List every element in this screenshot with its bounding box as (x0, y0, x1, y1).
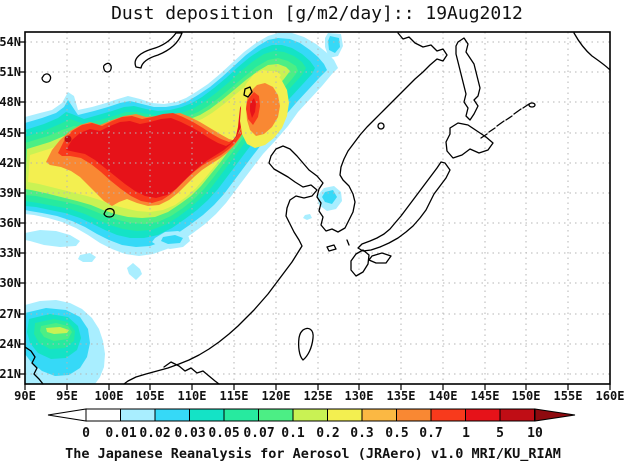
colorbar-segment (223, 408, 259, 422)
colorbar-label: 0.07 (243, 426, 274, 441)
kuril-islands (480, 102, 536, 139)
colorbar-label: 0.02 (139, 426, 170, 441)
patch-96e-30n (78, 253, 96, 262)
colorbar-segment (85, 408, 121, 422)
lon-label: 145E (471, 389, 500, 403)
colorbar-over-arrow (534, 408, 576, 422)
lat-label: 36N (0, 216, 21, 230)
colorbar-labels: 0 0.01 0.02 0.03 0.05 0.07 0.1 0.2 0.3 0… (82, 426, 543, 441)
colorbar-label: 0 (82, 426, 90, 441)
colorbar-segment (361, 408, 397, 422)
patch-yellow-sea-dot (303, 214, 312, 220)
colorbar-label: 10 (527, 426, 543, 441)
lat-label: 24N (0, 337, 21, 351)
latitude-axis-labels: 54N 51N 48N 45N 42N 39N 36N 33N 30N 27N … (0, 35, 21, 381)
colorbar-segment (292, 408, 328, 422)
colorbar-label: 0.2 (316, 426, 339, 441)
patch-127e-53n-core (328, 36, 340, 53)
colorbar-segment (327, 408, 363, 422)
coastline-japan (326, 122, 494, 277)
lat-label: 21N (0, 367, 21, 381)
colorbar-under-arrow (47, 408, 87, 422)
lon-label: 130E (345, 389, 374, 403)
lat-label: 27N (0, 307, 21, 321)
lat-label: 33N (0, 246, 21, 260)
lat-label: 45N (0, 126, 21, 140)
lon-label: 90E (14, 389, 36, 403)
colorbar-label: 0.1 (281, 426, 305, 441)
lat-label: 54N (0, 35, 21, 49)
coastline-taiwan (297, 327, 314, 361)
chart-title: Dust deposition [g/m2/day]:: 19Aug2012 (111, 3, 523, 24)
colorbar-label: 0.05 (208, 426, 239, 441)
colorbar-segment (258, 408, 294, 422)
patch-102e-28n (127, 263, 142, 280)
colorbar-label: 0.03 (174, 426, 205, 441)
colorbar-label: 5 (496, 426, 504, 441)
contour-level-1-deep-red-core (66, 104, 244, 198)
colorbar-segment (499, 408, 535, 422)
lon-label: 150E (512, 389, 541, 403)
sw-patch-0p1-streak (46, 327, 69, 334)
latitude-tick-marks (19, 41, 25, 375)
lon-label: 140E (429, 389, 458, 403)
lat-label: 48N (0, 95, 21, 109)
lon-label: 100E (95, 389, 124, 403)
colorbar: 0 0.01 0.02 0.03 0.05 0.07 0.1 0.2 0.3 0… (47, 408, 576, 441)
colorbar-segment (120, 408, 156, 422)
colorbar-label: 0.7 (419, 426, 442, 441)
colorbar-segment (396, 408, 432, 422)
colorbar-segment (154, 408, 190, 422)
coastline-kamchatka (573, 32, 611, 71)
coastlines (24, 32, 611, 385)
colorbar-segment (189, 408, 225, 422)
coastline-sakhalin (377, 37, 481, 130)
source-caption: The Japanese Reanalysis for Aerosol (JRA… (65, 446, 561, 462)
lon-label: 160E (596, 389, 625, 403)
lon-label: 110E (178, 389, 207, 403)
colorbar-label: 0.5 (385, 426, 408, 441)
longitude-axis-labels: 90E 95E 100E 105E 110E 115E 120E 125E 13… (14, 389, 624, 403)
lon-label: 155E (554, 389, 583, 403)
colorbar-segment (430, 408, 466, 422)
coastline-mainland-asia (123, 32, 448, 385)
patch-107e-33n-core (161, 235, 183, 244)
lon-label: 105E (136, 389, 165, 403)
lon-label: 125E (304, 389, 333, 403)
lat-label: 39N (0, 186, 21, 200)
lon-label: 135E (387, 389, 416, 403)
colorbar-label: 0.01 (105, 426, 136, 441)
colorbar-label: 0.3 (350, 426, 373, 441)
colorbar-segment (465, 408, 501, 422)
lat-label: 42N (0, 156, 21, 170)
longitude-tick-marks (24, 384, 611, 390)
lon-label: 115E (220, 389, 249, 403)
lat-label: 30N (0, 276, 21, 290)
colorbar-label: 1 (462, 426, 470, 441)
lon-label: 120E (262, 389, 291, 403)
lat-label: 51N (0, 65, 21, 79)
lon-label: 95E (56, 389, 78, 403)
patch-west-34n (25, 230, 80, 247)
lakes (41, 32, 253, 218)
coastline-south-asia (24, 346, 220, 385)
ne-arm-deep-red-core (250, 98, 256, 118)
contour-level-5-peak-spot (64, 135, 72, 143)
